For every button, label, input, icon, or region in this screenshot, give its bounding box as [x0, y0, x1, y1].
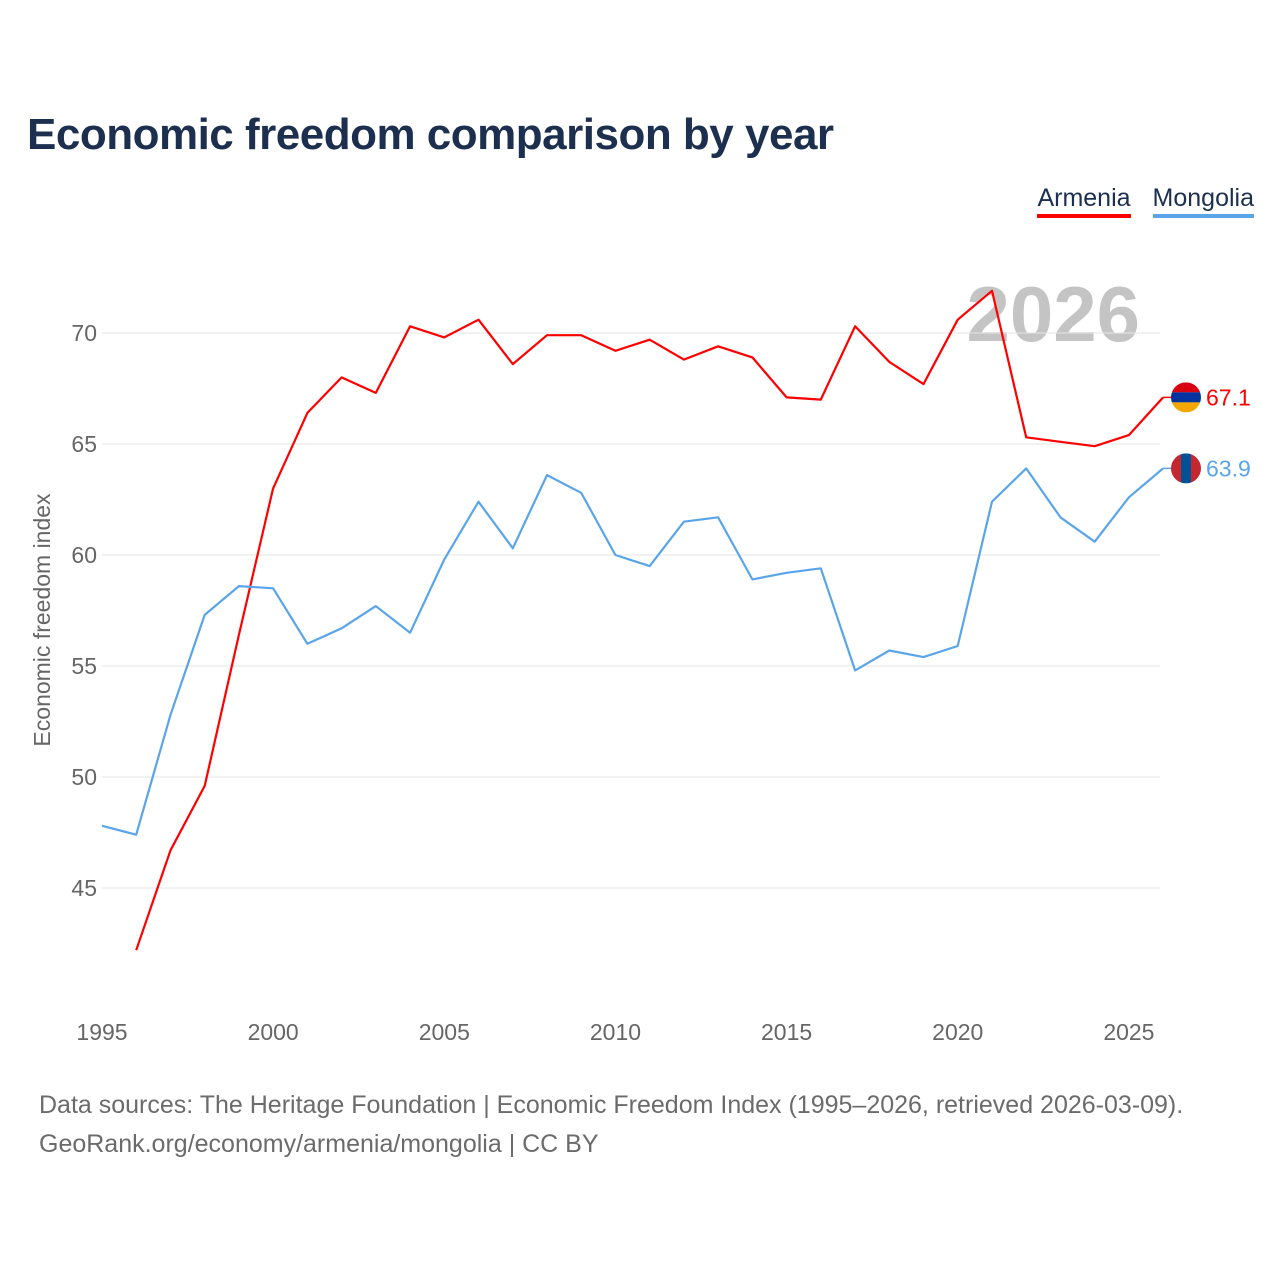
- x-tick-label: 2025: [1103, 1019, 1154, 1045]
- y-tick-label: 55: [71, 653, 97, 679]
- end-value-label: 63.9: [1206, 455, 1251, 481]
- legend-mongolia[interactable]: Mongolia: [1152, 184, 1254, 218]
- y-tick-label: 45: [71, 875, 97, 901]
- series-line-armenia: [135, 289, 1164, 951]
- series-line-mongolia: [101, 467, 1164, 836]
- y-axis-label: Economic freedom index: [29, 493, 55, 747]
- year-watermark: 2026: [966, 270, 1140, 358]
- x-tick-label: 2000: [248, 1019, 299, 1045]
- data-source: Data sources: The Heritage Foundation | …: [39, 1091, 1184, 1119]
- armenia-flag-icon: [1171, 382, 1201, 413]
- y-tick-label: 70: [71, 320, 97, 346]
- y-tick-label: 65: [71, 431, 97, 457]
- y-tick-label: 50: [71, 764, 97, 790]
- x-tick-label: 2015: [761, 1019, 812, 1045]
- x-tick-label: 2010: [590, 1019, 641, 1045]
- footer: Data sources: The Heritage Foundation | …: [39, 1086, 1183, 1164]
- legend: Armenia Mongolia: [1037, 184, 1254, 218]
- source-link[interactable]: GeoRank.org/economy/armenia/mongolia | C…: [39, 1130, 599, 1158]
- chart-title: Economic freedom comparison by year: [27, 110, 834, 159]
- mongolia-flag-icon: [1171, 453, 1201, 484]
- end-value-label: 67.1: [1206, 384, 1251, 410]
- legend-armenia[interactable]: Armenia: [1037, 184, 1131, 218]
- x-tick-label: 2020: [932, 1019, 983, 1045]
- x-tick-label: 1995: [76, 1019, 127, 1045]
- y-tick-label: 60: [71, 542, 97, 568]
- x-tick-label: 2005: [419, 1019, 470, 1045]
